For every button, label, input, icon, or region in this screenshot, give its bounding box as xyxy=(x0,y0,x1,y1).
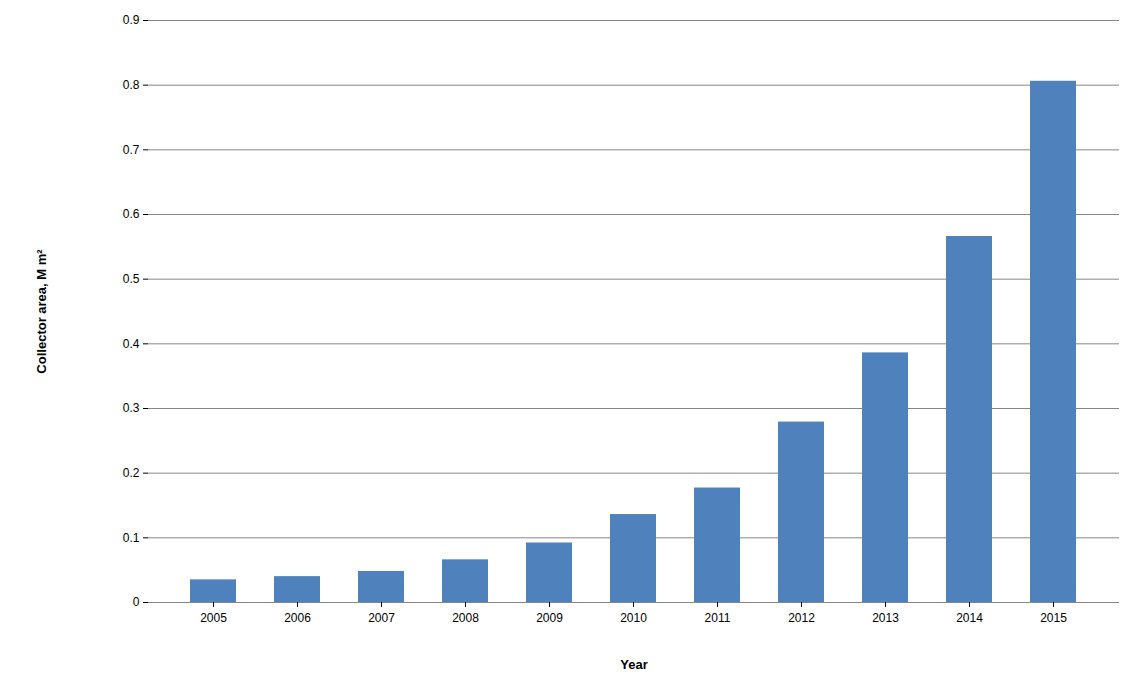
svg-text:0.6: 0.6 xyxy=(123,207,140,221)
svg-text:2007: 2007 xyxy=(368,611,395,625)
svg-text:2006: 2006 xyxy=(284,611,311,625)
svg-text:2015: 2015 xyxy=(1040,611,1067,625)
svg-text:0.7: 0.7 xyxy=(123,143,140,157)
svg-text:0.4: 0.4 xyxy=(123,337,140,351)
svg-text:0.8: 0.8 xyxy=(123,78,140,92)
svg-text:2008: 2008 xyxy=(452,611,479,625)
svg-text:Collector area, M m²: Collector area, M m² xyxy=(34,249,49,374)
svg-text:0.2: 0.2 xyxy=(123,466,140,480)
svg-text:0.1: 0.1 xyxy=(123,531,140,545)
svg-text:2013: 2013 xyxy=(872,611,899,625)
svg-text:2005: 2005 xyxy=(200,611,227,625)
svg-text:0.9: 0.9 xyxy=(123,13,140,27)
svg-text:0: 0 xyxy=(133,595,140,609)
svg-text:2012: 2012 xyxy=(788,611,815,625)
svg-text:2011: 2011 xyxy=(705,611,731,625)
svg-text:Year: Year xyxy=(620,657,647,672)
svg-text:2014: 2014 xyxy=(956,611,983,625)
svg-text:0.3: 0.3 xyxy=(123,401,140,415)
svg-text:2010: 2010 xyxy=(620,611,647,625)
svg-text:0.5: 0.5 xyxy=(123,272,140,286)
svg-text:2009: 2009 xyxy=(536,611,563,625)
